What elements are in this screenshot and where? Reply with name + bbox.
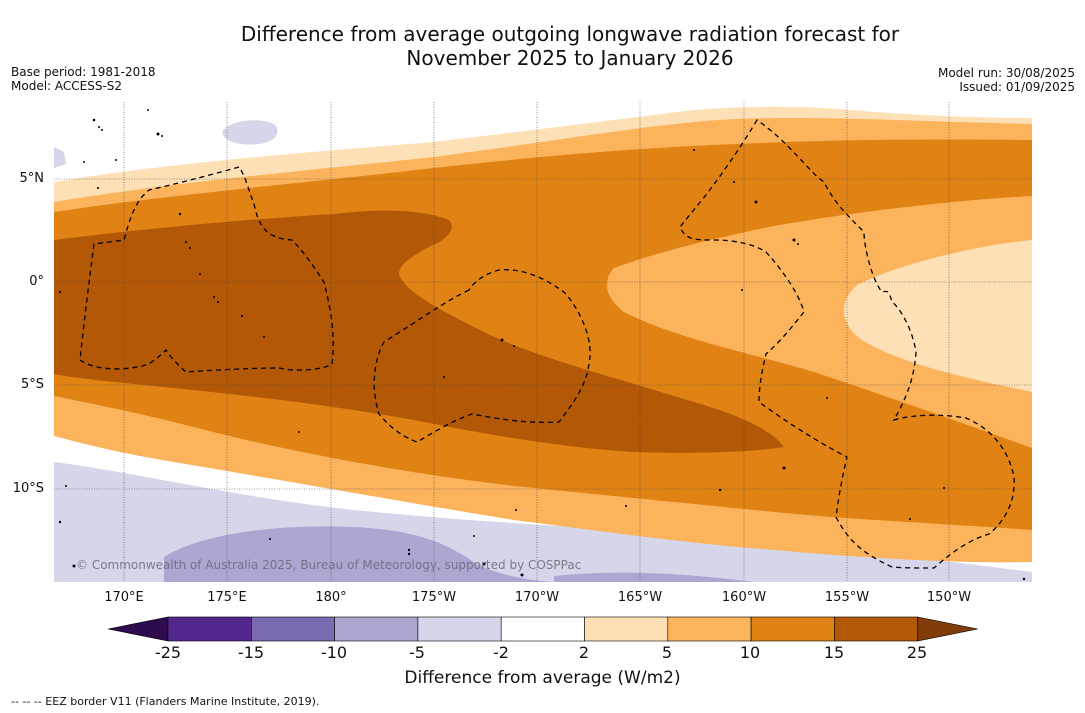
colorbar-cell (667, 616, 752, 642)
lat-label-10s: 10°S (12, 481, 44, 496)
colorbar-cells (107, 616, 978, 642)
lat-label-5s: 5°S (20, 377, 44, 392)
band-5-10-inner (607, 196, 1032, 440)
lon-label-165w: 165°W (617, 590, 663, 605)
colorbar-tick: -10 (320, 643, 348, 662)
copyright-notice: © Commonwealth of Australia 2025, Bureau… (76, 558, 582, 572)
colorbar-title: Difference from average (W/m2) (404, 668, 681, 688)
lon-label-175e: 175°E (207, 590, 247, 605)
band-neg-5-north-patch (222, 120, 278, 145)
colorbar-tick: -5 (409, 643, 425, 662)
colorbar-tick: 25 (906, 643, 928, 662)
model-run: Model run: 30/08/2025 (937, 66, 1075, 80)
colorbar-cell (834, 616, 919, 642)
lon-label-160w: 160°W (721, 590, 767, 605)
colorbar-tick: -2 (493, 643, 509, 662)
eez-kiribati-phoenix (373, 269, 591, 443)
colorbar-cell (584, 616, 669, 642)
band-2-5-inner (844, 240, 1032, 392)
eez-borders (79, 119, 1015, 569)
colorbar-arrow-min (107, 616, 169, 642)
eez-kiribati-gilbert (79, 166, 334, 373)
colorbar-cell (417, 616, 502, 642)
colorbar-tick: 5 (661, 643, 673, 662)
issued-date: Issued: 01/09/2025 (959, 80, 1075, 94)
chart-title: Difference from average outgoing longwav… (170, 22, 970, 70)
colorbar-cell (750, 616, 835, 642)
colorbar-tick: 10 (739, 643, 761, 662)
meta-left: Base period: 1981-2018 Model: ACCESS-S2 (11, 65, 156, 93)
band-15-25 (54, 210, 784, 453)
lon-label-170w: 170°W (514, 590, 560, 605)
model-name: Model: ACCESS-S2 (11, 79, 123, 93)
olr-anomaly-map (54, 102, 1032, 582)
title-line-2: November 2025 to January 2026 (406, 46, 734, 70)
lon-label-170e: 170°E (104, 590, 144, 605)
lon-label-175w: 175°W (411, 590, 457, 605)
eez-kiribati-line (679, 119, 1015, 569)
colorbar-tick: -15 (237, 643, 265, 662)
colorbar-cell (251, 616, 335, 642)
graticule (54, 102, 1032, 582)
meta-right: Model run: 30/08/2025 Issued: 01/09/2025 (938, 66, 1075, 94)
lat-label-5n: 5°N (19, 171, 45, 186)
eez-footnote: -- -- -- EEZ border V11 (Flanders Marine… (11, 695, 320, 708)
base-period: Base period: 1981-2018 (11, 65, 156, 79)
colorbar-tick: 2 (578, 643, 590, 662)
lon-label-150w: 150°W (926, 590, 972, 605)
colorbar-tick: 15 (823, 643, 845, 662)
colorbar-cell (334, 616, 419, 642)
colorbar-tick: -25 (154, 643, 182, 662)
title-line-1: Difference from average outgoing longwav… (240, 22, 900, 46)
band-neg-10-south (164, 526, 554, 582)
colorbar-cell (167, 616, 252, 642)
band-neg-10-south-2 (554, 572, 754, 582)
band-neg-5-west-patch (54, 147, 66, 168)
contour-fills (54, 102, 1032, 582)
colorbar-cell (500, 616, 585, 642)
lon-label-155w: 155°W (824, 590, 870, 605)
lat-label-0: 0° (29, 274, 44, 289)
colorbar-arrow-max (917, 616, 978, 642)
islands (58, 109, 1026, 581)
colorbar (107, 616, 978, 642)
lon-label-180: 180° (315, 590, 347, 605)
